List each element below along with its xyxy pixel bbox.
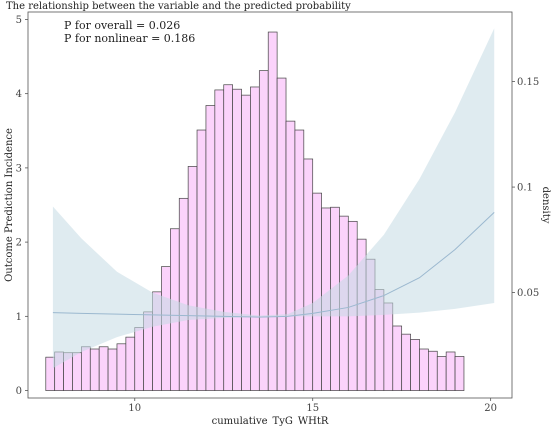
p-overall-annotation: P for overall = 0.026 xyxy=(64,19,181,32)
y2-tick-label: 0.15 xyxy=(517,77,539,88)
y2-tick-label: 0.05 xyxy=(517,288,539,299)
histogram-bar xyxy=(258,70,269,391)
histogram-bar xyxy=(419,348,429,391)
histogram-bar xyxy=(383,302,394,391)
histogram-bar xyxy=(241,94,251,391)
histogram-bar xyxy=(214,89,225,391)
histogram-bar xyxy=(303,158,314,391)
histogram-bar xyxy=(312,192,322,391)
histogram-bar xyxy=(267,31,278,391)
histogram-bar xyxy=(276,77,287,391)
plot-border xyxy=(27,11,513,399)
histogram-bar xyxy=(125,336,136,391)
histogram-bar xyxy=(89,348,100,391)
histogram-bar xyxy=(116,343,127,391)
histogram-bar xyxy=(161,266,171,391)
p-nonlinear-annotation: P for nonlinear = 0.186 xyxy=(64,32,196,45)
x-axis-title: cumulative_TyG_WHtR xyxy=(212,416,329,426)
y-axis-title: Outcome Prediction Incidence xyxy=(4,128,15,282)
histogram-bar xyxy=(436,356,447,391)
histogram-bar xyxy=(72,352,82,391)
histogram-bar xyxy=(81,346,91,391)
chart-title: The relationship between the variable an… xyxy=(6,1,351,12)
histogram-bar xyxy=(454,356,465,391)
y2-tick-label: 0.1 xyxy=(517,183,533,194)
histogram-bar xyxy=(445,351,456,391)
histogram-bar xyxy=(107,348,118,391)
spline-line xyxy=(52,212,495,318)
histogram-bar xyxy=(428,350,438,391)
histogram-bar xyxy=(410,339,420,391)
histogram-bar xyxy=(232,88,242,391)
histogram-bar xyxy=(392,325,403,391)
confidence-ribbon xyxy=(52,28,495,369)
histogram-bar xyxy=(98,346,109,391)
histogram-bar xyxy=(178,197,189,391)
histogram-bar xyxy=(205,105,216,391)
y-tick-label: 2 xyxy=(16,238,22,249)
y-tick-label: 1 xyxy=(16,312,22,323)
histogram-bar xyxy=(285,120,296,391)
x-tick-label: 10 xyxy=(128,403,141,414)
y-tick-label: 0 xyxy=(16,386,22,397)
histogram-bar xyxy=(134,327,145,391)
y-tick-label: 5 xyxy=(16,15,22,26)
x-tick-label: 20 xyxy=(484,403,497,414)
histogram-bar xyxy=(196,129,207,391)
y-tick-label: 4 xyxy=(16,89,22,100)
histogram-bar xyxy=(223,84,233,391)
x-tick-label: 15 xyxy=(306,403,319,414)
histogram-bar xyxy=(294,129,305,391)
histogram-bar xyxy=(401,333,411,391)
y2-axis-title: density xyxy=(540,187,551,224)
histogram-bar xyxy=(187,166,198,391)
histogram-bar xyxy=(250,86,260,391)
y-tick-label: 3 xyxy=(16,163,22,174)
